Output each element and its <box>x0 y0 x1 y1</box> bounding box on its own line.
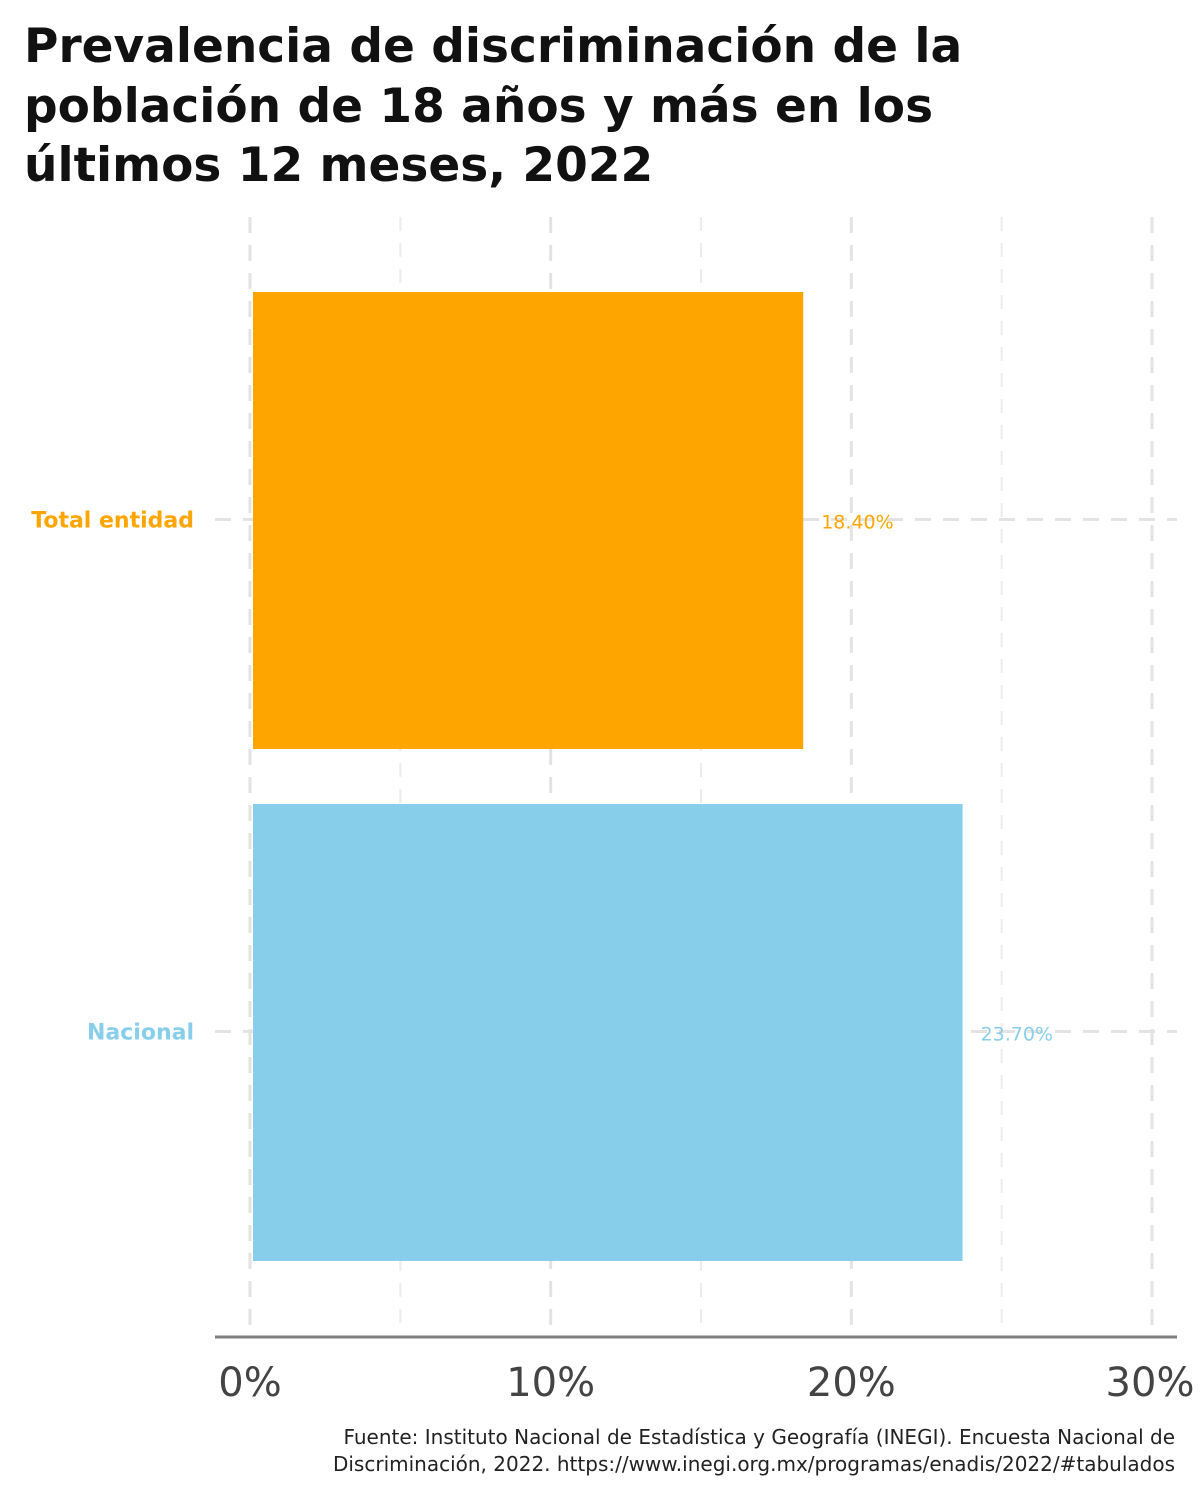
bars-layer <box>253 292 963 1261</box>
caption-line-1: Fuente: Instituto Nacional de Estadístic… <box>343 1425 1175 1449</box>
bar <box>253 804 963 1261</box>
x-tick-labels: 0% 10% 20% 30% <box>218 1360 1194 1406</box>
source-caption: Fuente: Instituto Nacional de Estadístic… <box>333 1425 1175 1476</box>
chart-title: Prevalencia de discriminación de la pobl… <box>24 19 962 193</box>
bar <box>253 292 804 749</box>
category-label: Nacional <box>87 1021 194 1046</box>
x-tick-label: 30% <box>1106 1360 1195 1406</box>
chart-title-line-2: población de 18 años y más en los <box>24 79 933 134</box>
chart-title-line-3: últimos 12 meses, 2022 <box>24 138 653 193</box>
category-label: Total entidad <box>31 509 194 534</box>
x-tick-label: 0% <box>218 1360 281 1406</box>
x-tick-label: 20% <box>807 1360 896 1406</box>
value-label: 23.70% <box>981 1024 1053 1046</box>
x-tick-label: 10% <box>506 1360 595 1406</box>
chart-title-line-1: Prevalencia de discriminación de la <box>24 19 962 74</box>
category-labels: Total entidad Nacional <box>31 509 194 1046</box>
value-label: 18.40% <box>821 512 893 534</box>
caption-line-2: Discriminación, 2022. https://www.inegi.… <box>333 1452 1175 1476</box>
value-labels: 18.40% 23.70% <box>821 512 1053 1046</box>
